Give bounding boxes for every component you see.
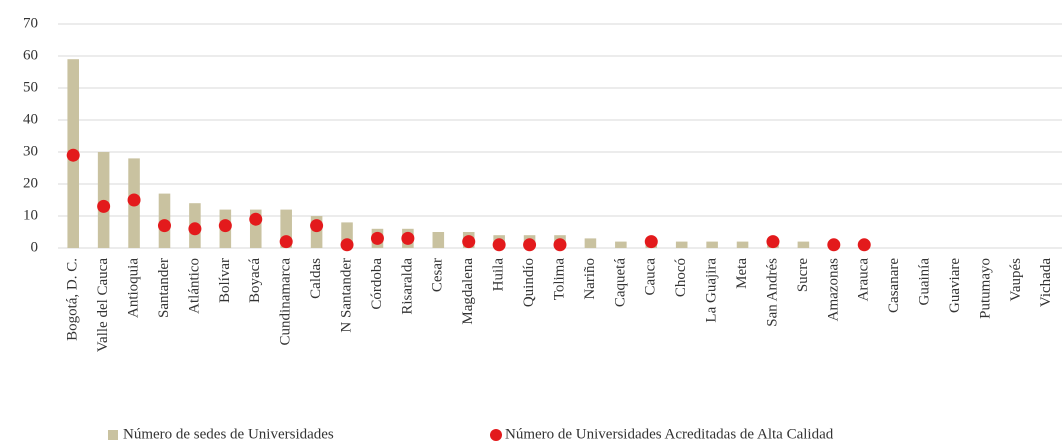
bar: [584, 238, 597, 248]
dot: [97, 199, 111, 213]
dot: [310, 219, 324, 233]
x-tick-label: Magdalena: [460, 258, 476, 325]
dot: [157, 219, 171, 233]
y-tick-label: 70: [23, 15, 38, 31]
x-tick-label: Bolívar: [217, 258, 233, 303]
x-tick-label: Tolima: [551, 258, 567, 301]
x-tick-label: Cundinamarca: [278, 258, 294, 346]
x-tick-label: Santander: [156, 258, 172, 318]
x-tick-label: Huila: [491, 258, 507, 292]
x-tick-label: Risaralda: [399, 258, 415, 315]
x-tick-label: Cesar: [430, 258, 446, 292]
y-tick-label: 30: [23, 143, 38, 159]
bar: [706, 241, 718, 248]
legend-swatch: [108, 430, 118, 440]
legend-label: Número de sedes de Universidades: [123, 426, 334, 442]
x-tick-label: Guainía: [917, 258, 933, 306]
x-tick-label: Sucre: [795, 258, 811, 292]
x-tick-label: Guaviare: [947, 258, 963, 313]
y-tick-label: 10: [23, 207, 38, 223]
x-tick-label: Caquetá: [612, 258, 628, 307]
bar: [797, 241, 810, 248]
dot: [370, 231, 384, 245]
dot: [127, 193, 141, 207]
x-tick-label: Putumayo: [977, 258, 993, 319]
x-tick-label: La Guajira: [704, 258, 720, 323]
y-tick-label: 50: [23, 79, 38, 95]
x-tick-label: Bogotá, D. C.: [65, 258, 81, 341]
legend-swatch: [490, 429, 502, 441]
dot: [279, 235, 293, 249]
bar: [736, 241, 749, 248]
x-tick-label: Cauca: [643, 258, 659, 296]
x-tick-label: Vichada: [1038, 258, 1054, 307]
y-tick-label: 20: [23, 175, 38, 191]
bar: [249, 209, 262, 248]
bar: [615, 241, 627, 248]
dot: [523, 238, 537, 252]
dot: [827, 238, 841, 252]
y-tick-label: 0: [31, 239, 39, 255]
x-tick-label: Arauca: [856, 258, 872, 302]
dot: [492, 238, 506, 252]
x-tick-label: Atlántico: [186, 258, 202, 314]
x-tick-label: Quindío: [521, 258, 537, 307]
x-tick-label: Amazonas: [825, 258, 841, 321]
dot: [462, 235, 476, 249]
x-tick-label: Vaupés: [1008, 258, 1024, 301]
x-tick-label: Boyacá: [247, 258, 263, 303]
dot: [218, 219, 232, 233]
x-tick-label: Caldas: [308, 258, 324, 299]
x-tick-label: San Andrés: [764, 258, 780, 327]
bar: [432, 232, 445, 248]
x-tick-label: N Santander: [338, 258, 354, 333]
y-tick-label: 60: [23, 47, 38, 63]
x-tick-label: Valle del Cauca: [95, 258, 111, 352]
dot: [401, 231, 415, 245]
dot: [249, 212, 263, 226]
bar: [675, 241, 688, 248]
bar: [341, 222, 353, 248]
legend-label: Número de Universidades Acreditadas de A…: [505, 426, 834, 442]
y-tick-label: 40: [23, 111, 38, 127]
dot: [340, 238, 354, 252]
x-tick-label: Casanare: [886, 258, 902, 313]
dot: [553, 238, 567, 252]
x-tick-label: Antioquia: [125, 258, 141, 318]
dot: [766, 235, 780, 249]
dot: [188, 222, 202, 236]
dot: [644, 235, 658, 249]
bar: [280, 209, 292, 248]
x-tick-label: Nariño: [582, 258, 598, 300]
dot: [66, 148, 80, 162]
dot: [857, 238, 871, 252]
x-tick-label: Córdoba: [369, 258, 385, 310]
x-tick-label: Meta: [734, 258, 750, 289]
x-tick-label: Chocó: [673, 258, 689, 297]
